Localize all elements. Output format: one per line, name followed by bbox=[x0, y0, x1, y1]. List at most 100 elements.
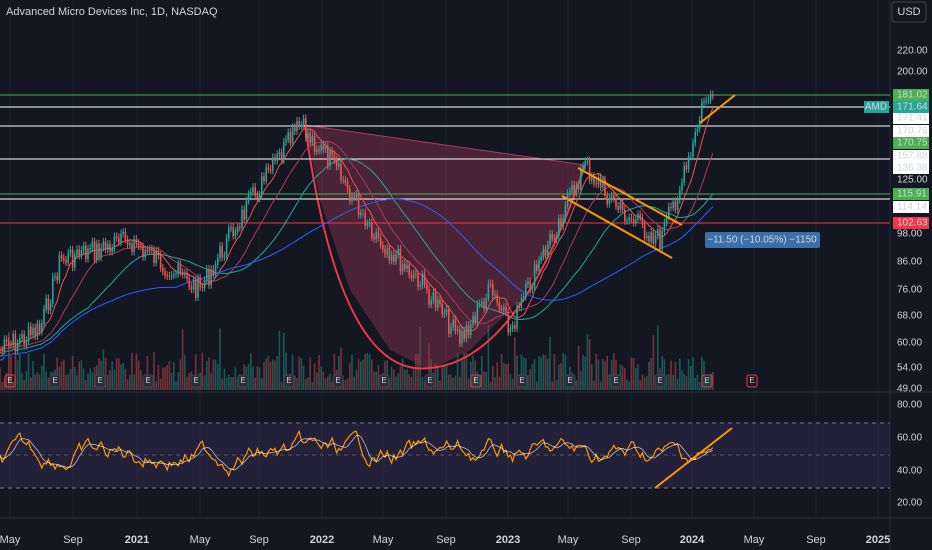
candle bbox=[93, 241, 96, 260]
candle bbox=[210, 269, 212, 286]
volume-bar bbox=[89, 368, 91, 390]
volume-bar bbox=[525, 358, 527, 390]
volume-bar bbox=[230, 377, 232, 390]
candle bbox=[665, 216, 668, 224]
volume-bar bbox=[712, 371, 714, 390]
volume-bar bbox=[146, 355, 149, 390]
volume-bar bbox=[698, 381, 701, 390]
volume-bar bbox=[247, 363, 250, 390]
candle bbox=[118, 237, 120, 243]
rsi-label: 20.00 bbox=[897, 498, 922, 509]
volume-bar bbox=[316, 372, 318, 390]
candle bbox=[531, 287, 534, 291]
candle bbox=[621, 202, 624, 211]
volume-bar bbox=[406, 369, 408, 390]
volume-bar bbox=[133, 374, 135, 390]
rsi-label: 60.00 bbox=[897, 433, 922, 444]
volume-bar bbox=[41, 366, 43, 390]
volume-bar bbox=[276, 355, 278, 390]
volume-bar bbox=[448, 374, 450, 390]
candle bbox=[390, 254, 393, 261]
volume-bar bbox=[377, 364, 380, 390]
volume-bar bbox=[646, 375, 648, 390]
event-text: E bbox=[613, 376, 618, 385]
candle bbox=[71, 249, 74, 268]
candle bbox=[179, 263, 182, 273]
event-icon bbox=[746, 374, 758, 388]
candle bbox=[463, 330, 465, 339]
candle bbox=[272, 157, 274, 171]
candle bbox=[492, 283, 494, 296]
event-text: E bbox=[52, 376, 57, 385]
candle bbox=[439, 299, 441, 304]
candle bbox=[505, 307, 507, 313]
volume-bar bbox=[650, 357, 652, 390]
volume-bar bbox=[597, 359, 600, 390]
volume-bar bbox=[23, 380, 25, 390]
symbol-tag bbox=[864, 101, 889, 113]
volume-bar bbox=[153, 352, 155, 390]
volume-bar bbox=[5, 372, 8, 390]
candle bbox=[43, 308, 45, 324]
candle bbox=[197, 277, 199, 298]
candle bbox=[637, 214, 639, 220]
volume-bar bbox=[340, 347, 342, 390]
candle bbox=[712, 94, 714, 97]
volume-bar bbox=[584, 356, 586, 390]
volume-bar bbox=[443, 365, 446, 390]
candle bbox=[694, 131, 696, 144]
candle bbox=[351, 195, 353, 202]
volume-bar bbox=[643, 377, 646, 390]
volume-bar bbox=[412, 369, 415, 390]
volume-bar bbox=[126, 379, 129, 390]
volume-bar bbox=[415, 353, 417, 390]
volume-bar bbox=[390, 366, 393, 390]
volume-bar bbox=[366, 352, 369, 390]
event-icon bbox=[654, 374, 666, 388]
candle bbox=[146, 249, 149, 252]
volume-bar bbox=[274, 360, 276, 390]
candle bbox=[648, 235, 650, 242]
time-label: 2022 bbox=[310, 534, 334, 546]
candle bbox=[674, 201, 677, 210]
volume-bar bbox=[164, 367, 166, 390]
volume-bar bbox=[74, 367, 76, 390]
volume-bar bbox=[540, 357, 542, 390]
candle bbox=[498, 302, 501, 310]
candle bbox=[274, 157, 276, 161]
candle bbox=[577, 185, 580, 190]
candle bbox=[362, 212, 364, 214]
volume-bar bbox=[560, 362, 562, 390]
currency-box[interactable] bbox=[891, 1, 927, 23]
event-text: E bbox=[193, 376, 198, 385]
currency[interactable]: USD bbox=[897, 6, 920, 18]
price-label: 125.00 bbox=[897, 175, 928, 186]
volume-bar bbox=[87, 373, 89, 390]
volume-bar bbox=[272, 359, 274, 390]
volume-bar bbox=[536, 381, 538, 390]
candle bbox=[465, 325, 468, 339]
candle bbox=[234, 231, 237, 237]
volume-bar bbox=[599, 381, 602, 390]
candle bbox=[520, 298, 523, 308]
candle bbox=[615, 198, 617, 207]
candle bbox=[698, 119, 701, 129]
volume-bar bbox=[56, 357, 58, 390]
candle bbox=[280, 152, 283, 161]
candle bbox=[538, 259, 540, 272]
candle bbox=[533, 264, 536, 288]
candle bbox=[276, 154, 278, 161]
volume-bar bbox=[140, 370, 142, 390]
volume-bar bbox=[179, 359, 182, 390]
candle bbox=[245, 200, 248, 220]
candle bbox=[254, 187, 256, 196]
candle bbox=[639, 214, 641, 218]
candle bbox=[470, 324, 472, 336]
volume-bar bbox=[10, 355, 12, 390]
event-icon bbox=[610, 374, 622, 388]
event-icon bbox=[424, 374, 436, 388]
volume-bar bbox=[364, 354, 366, 390]
volume-bar bbox=[558, 364, 560, 390]
volume-bar bbox=[652, 335, 655, 390]
